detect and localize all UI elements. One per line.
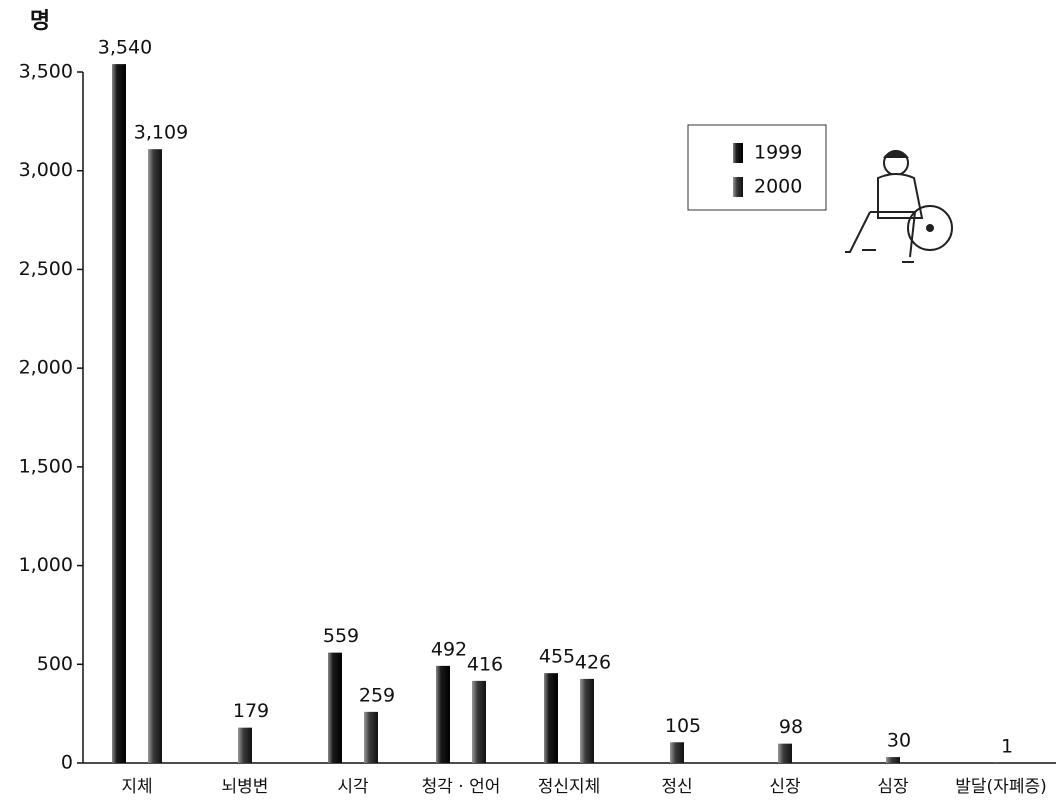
legend-swatch — [733, 143, 743, 163]
y-tick-label: 3,000 — [19, 159, 73, 181]
bar — [364, 711, 378, 763]
value-label: 105 — [665, 715, 701, 737]
x-tick-label: 지체 — [121, 777, 152, 797]
value-label: 416 — [467, 653, 503, 675]
x-tick-label: 뇌병변 — [222, 777, 269, 797]
bar — [328, 652, 342, 763]
value-label: 259 — [359, 684, 395, 706]
x-tick-label: 심장 — [877, 777, 909, 797]
value-label: 1 — [1001, 735, 1013, 757]
y-tick-label: 2,500 — [19, 258, 73, 280]
bar — [472, 680, 486, 763]
bar — [112, 64, 126, 764]
value-label: 3,109 — [134, 122, 188, 144]
legend-box — [687, 124, 827, 211]
wheelchair-illustration — [845, 150, 953, 263]
x-tick-label: 시각 — [337, 777, 369, 797]
x-tick-label: 정신 — [661, 777, 692, 797]
bar — [544, 673, 558, 763]
y-tick-label: 1,000 — [19, 554, 73, 576]
value-label: 179 — [233, 700, 269, 722]
legend-label: 1999 — [754, 142, 802, 164]
y-tick-label: 500 — [37, 653, 73, 675]
bar — [580, 678, 594, 763]
y-axis-label: 명 — [30, 9, 50, 34]
bar — [670, 742, 684, 763]
value-label: 492 — [431, 638, 467, 660]
legend-swatch — [733, 177, 743, 197]
bar — [778, 743, 792, 763]
bar — [148, 149, 162, 763]
bar — [886, 757, 900, 763]
value-label: 426 — [575, 651, 611, 673]
value-label: 559 — [323, 625, 359, 647]
value-label: 455 — [539, 646, 575, 668]
x-tick-label: 정신지체 — [538, 777, 601, 797]
value-label: 30 — [887, 730, 911, 752]
y-tick-label: 0 — [61, 752, 73, 774]
value-label: 98 — [779, 716, 803, 738]
x-tick-label: 발달(자폐증) — [955, 777, 1046, 797]
bar — [238, 727, 252, 763]
y-tick-label: 2,000 — [19, 357, 73, 379]
bar — [436, 665, 450, 763]
x-tick-label: 청각 · 언어 — [422, 777, 501, 797]
y-tick-label: 1,500 — [19, 455, 73, 477]
y-tick-label: 3,500 — [19, 61, 73, 83]
x-tick-label: 신장 — [769, 777, 801, 797]
legend-label: 2000 — [754, 176, 802, 198]
value-label: 3,540 — [98, 37, 152, 59]
